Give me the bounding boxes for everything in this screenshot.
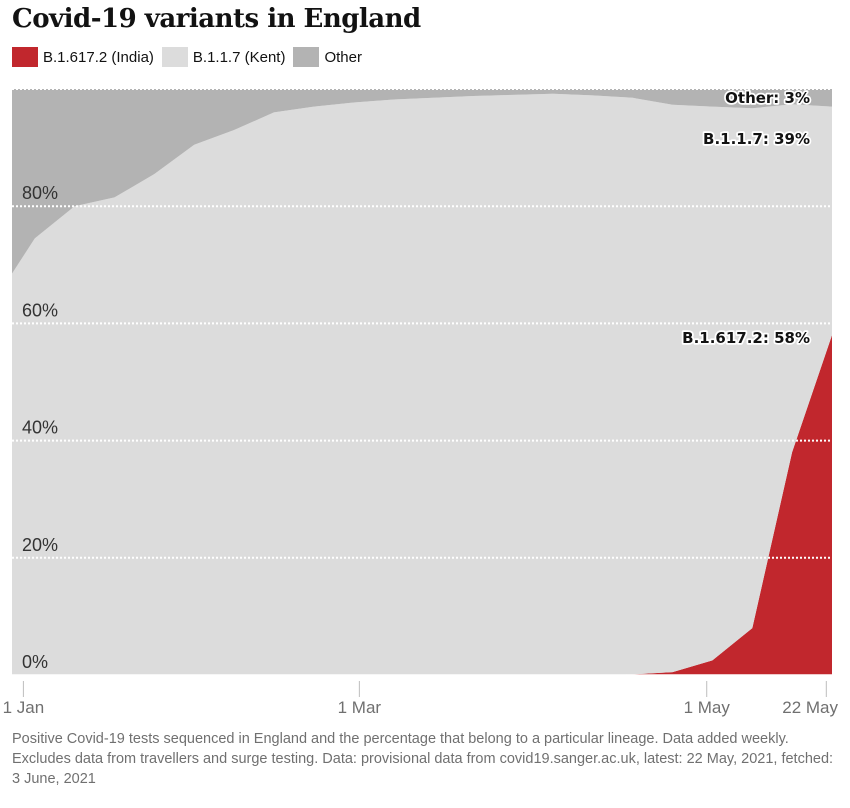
y-tick-label: 20% (22, 535, 58, 555)
legend-label-other: Other (324, 48, 362, 66)
series-end-label: B.1.617.2: 58% (682, 329, 810, 347)
area-b-1-617-2-india (12, 335, 832, 675)
chart-title: Covid-19 variants in England (12, 4, 421, 34)
area-layer (12, 89, 832, 675)
legend-swatch-india (12, 47, 38, 67)
area-b-1-1-7-kent (12, 93, 832, 675)
x-tick-label: 1 Jan (3, 698, 45, 717)
legend-label-india: B.1.617.2 (India) (43, 48, 154, 66)
series-end-label: B.1.1.7: 39% (703, 130, 810, 148)
footnote: Positive Covid-19 tests sequenced in Eng… (12, 731, 834, 787)
legend-swatch-other (293, 47, 320, 67)
y-tick-label: 40% (22, 418, 58, 438)
series-end-label: Other: 3% (725, 89, 810, 107)
legend-swatch-kent (161, 47, 188, 67)
legend-item-other: Other (293, 47, 362, 67)
legend-label-kent: B.1.1.7 (Kent) (192, 48, 286, 66)
y-tick-label: 60% (22, 300, 58, 320)
area-other (12, 89, 832, 274)
legend: B.1.617.2 (India) B.1.1.7 (Kent) Other (12, 46, 370, 68)
y-axis-ticks: 0% 20% 40% 60% 80% (22, 183, 58, 672)
y-tick-label: 0% (22, 652, 48, 672)
x-tick-label: 1 Mar (338, 698, 382, 717)
legend-item-kent: B.1.1.7 (Kent) (161, 47, 286, 67)
end-annotations: Other: 3% B.1.1.7: 39% B.1.617.2: 58% (680, 87, 811, 349)
legend-item-india: B.1.617.2 (India) (12, 47, 154, 67)
gridlines (12, 88, 832, 676)
stacked-area-chart: 0% 20% 40% 60% 80% 1 Jan 1 Mar 1 May 22 May Oth… (3, 87, 839, 717)
y-tick-label: 80% (22, 183, 58, 203)
x-axis: 1 Jan 1 Mar 1 May 22 May (3, 681, 838, 717)
x-tick-label: 1 May (684, 698, 731, 717)
x-tick-label: 22 May (782, 698, 838, 717)
